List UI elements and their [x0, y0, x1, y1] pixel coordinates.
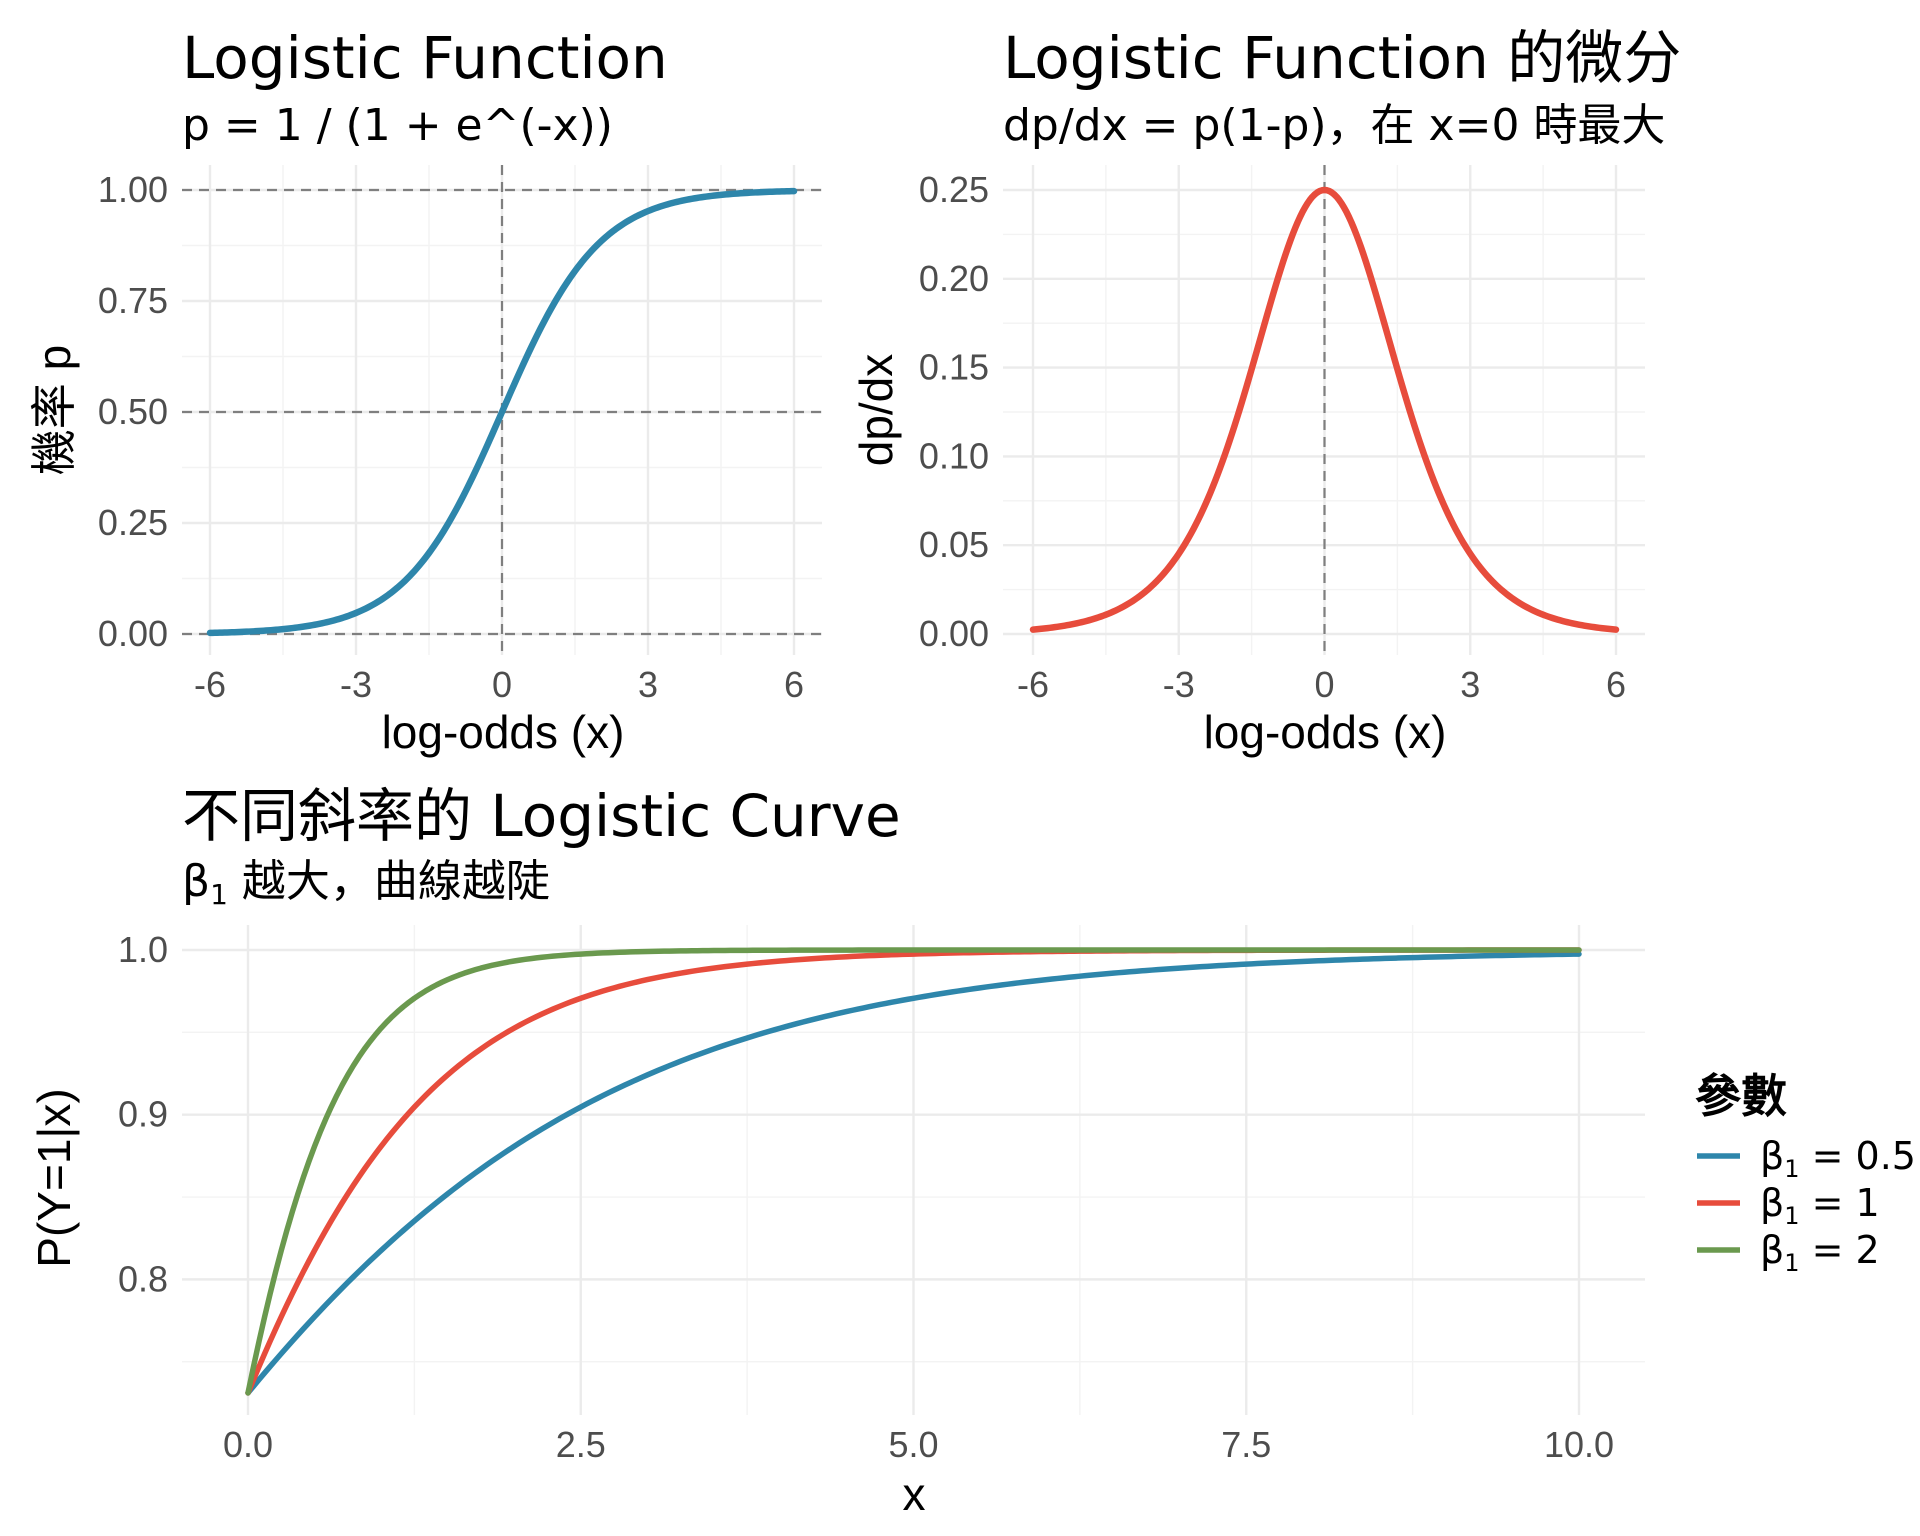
x-tick-label-4: 6 [784, 664, 804, 705]
panel-logistic-function: Logistic Function p = 1 / (1 + e^(-x)) -… [28, 24, 822, 758]
x-tick-label-1: -3 [340, 664, 372, 705]
y-tick-label-4: 1.00 [98, 169, 168, 210]
panel1-x-axis-label: log-odds (x) [382, 706, 625, 758]
y-tick-label-4: 0.20 [919, 258, 989, 299]
legend-label-value-2: = 2 [1800, 1228, 1880, 1272]
panel2-title: Logistic Function 的微分 [1003, 24, 1681, 92]
y-tick-label-1: 0.25 [98, 502, 168, 543]
panel3-plot-area: 0.0 2.5 5.0 7.5 10.0 0.8 0.9 1.0 [118, 925, 1645, 1465]
y-tick-label-2: 0.10 [919, 435, 989, 476]
legend-label-1: β1 = 1 [1760, 1181, 1880, 1230]
x-tick-label-2: 5.0 [888, 1424, 938, 1465]
series-line-0 [245, 951, 1582, 1396]
legend-label-0: β1 = 0.5 [1760, 1134, 1916, 1183]
y-tick-label-0: 0.8 [118, 1258, 168, 1299]
legend-items: β1 = 0.5β1 = 1β1 = 2 [1697, 1134, 1916, 1277]
panel2-plot-area: -6 -3 0 3 6 0.00 0.05 0.10 0.15 0.20 0.25 [919, 165, 1645, 705]
x-tick-label-3: 3 [638, 664, 658, 705]
legend-label-value-1: = 1 [1800, 1181, 1880, 1225]
panel1-plot-area: -6 -3 0 3 6 0.00 0.25 0.50 0.75 1.00 [98, 165, 822, 705]
x-tick-label-1: -3 [1163, 664, 1195, 705]
series-line-0 [206, 187, 798, 637]
x-tick-label-2: 0 [492, 664, 512, 705]
panel3-subtitle-beta: β [182, 856, 210, 907]
panel2-y-axis-label: dp/dx [850, 354, 902, 467]
y-tick-label-0: 0.00 [919, 613, 989, 654]
x-tick-label-2: 0 [1314, 664, 1334, 705]
panel3-title: 不同斜率的 Logistic Curve [182, 782, 901, 850]
x-tick-label-0: -6 [1017, 664, 1049, 705]
legend-label-beta-1: β [1760, 1181, 1784, 1225]
legend-label-subscript-1: 1 [1784, 1202, 1799, 1230]
legend-label-value-0: = 0.5 [1800, 1134, 1916, 1178]
y-tick-label-0: 0.00 [98, 613, 168, 654]
x-tick-label-4: 6 [1606, 664, 1626, 705]
x-tick-label-0: -6 [194, 664, 226, 705]
y-tick-label-1: 0.05 [919, 524, 989, 565]
panel3-subtitle: β1 越大，曲線越陡 [182, 856, 550, 911]
panel1-y-axis-label: 機率 p [28, 345, 80, 475]
panel3-subtitle-rest: 越大，曲線越陡 [228, 856, 550, 907]
panel3-x-axis-label: x [903, 1468, 926, 1520]
legend-label-beta-0: β [1760, 1134, 1784, 1178]
y-tick-label-5: 0.25 [919, 169, 989, 210]
panel3-y-axis-label: P(Y=1|x) [28, 1088, 80, 1267]
y-tick-label-3: 0.15 [919, 347, 989, 388]
x-tick-label-4: 10.0 [1544, 1424, 1614, 1465]
legend-label-2: β1 = 2 [1760, 1228, 1880, 1277]
y-tick-label-3: 0.75 [98, 280, 168, 321]
x-tick-label-1: 2.5 [556, 1424, 606, 1465]
panel1-title: Logistic Function [182, 24, 668, 92]
panel2-x-axis-label: log-odds (x) [1204, 706, 1447, 758]
panel-logistic-derivative: Logistic Function 的微分 dp/dx = p(1-p)，在 x… [850, 24, 1681, 758]
x-tick-label-3: 7.5 [1221, 1424, 1271, 1465]
series-line-0 [1029, 186, 1620, 633]
panel-different-slopes: 不同斜率的 Logistic Curve β1 越大，曲線越陡 0.0 2.5 5.… [28, 782, 1916, 1520]
y-tick-label-2: 0.50 [98, 391, 168, 432]
panel3-subtitle-subscript: 1 [210, 878, 228, 911]
series-line-2 [245, 947, 1582, 1396]
legend-label-subscript-2: 1 [1784, 1249, 1799, 1277]
x-tick-label-0: 0.0 [223, 1424, 273, 1465]
legend: 參數 β1 = 0.5β1 = 1β1 = 2 [1695, 1069, 1916, 1277]
y-tick-label-1: 0.9 [118, 1094, 168, 1135]
y-tick-label-2: 1.0 [118, 929, 168, 970]
x-tick-label-3: 3 [1460, 664, 1480, 705]
legend-label-beta-2: β [1760, 1228, 1784, 1272]
panel1-subtitle: p = 1 / (1 + e^(-x)) [182, 100, 613, 151]
legend-title: 參數 [1695, 1069, 1787, 1123]
panel2-subtitle: dp/dx = p(1-p)，在 x=0 時最大 [1003, 100, 1665, 151]
legend-label-subscript-0: 1 [1784, 1155, 1799, 1183]
